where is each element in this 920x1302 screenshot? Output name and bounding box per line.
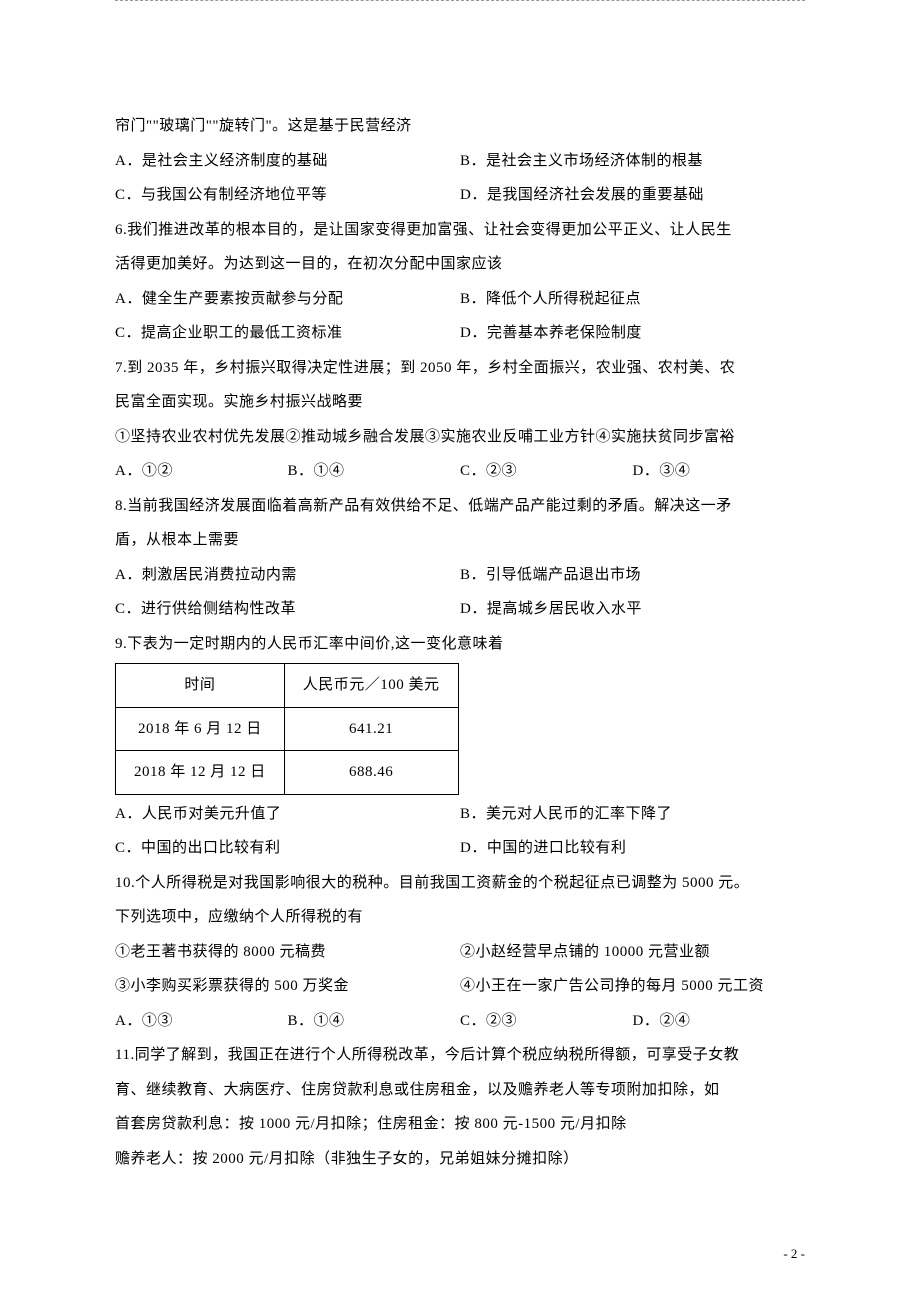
document-body: 帘门""玻璃门""旋转门"。这是基于民营经济 A．是社会主义经济制度的基础 B．…	[0, 29, 920, 1176]
q10-stem1: 10.个人所得税是对我国影响很大的税种。目前我国工资薪金的个税起征点已调整为 5…	[115, 866, 805, 901]
q8-row2: C．进行供给侧结构性改革 D．提高城乡居民收入水平	[115, 592, 805, 627]
q5-opt-b: B．是社会主义市场经济体制的根基	[460, 144, 805, 179]
q10-opts: A．①③ B．①④ C．②③ D．②④	[115, 1004, 805, 1039]
q8-opt-d: D．提高城乡居民收入水平	[460, 592, 805, 627]
q8-stem2: 盾，从根本上需要	[115, 523, 805, 558]
q10-opt-d: D．②④	[633, 1004, 806, 1039]
q6-row1: A．健全生产要素按贡献参与分配 B．降低个人所得税起征点	[115, 282, 805, 317]
q5-row2: C．与我国公有制经济地位平等 D．是我国经济社会发展的重要基础	[115, 178, 805, 213]
q8-opt-c: C．进行供给侧结构性改革	[115, 592, 460, 627]
table-r1c2: 641.21	[284, 707, 458, 751]
q5-opt-c: C．与我国公有制经济地位平等	[115, 178, 460, 213]
q7-stem1: 7.到 2035 年，乡村振兴取得决定性进展；到 2050 年，乡村全面振兴，农…	[115, 351, 805, 386]
q9-opt-d: D．中国的进口比较有利	[460, 831, 805, 866]
q7-opt-d: D．③④	[633, 454, 806, 489]
q9-row2: C．中国的出口比较有利 D．中国的进口比较有利	[115, 831, 805, 866]
q6-stem2: 活得更加美好。为达到这一目的，在初次分配中国家应该	[115, 247, 805, 282]
q10-s2: ②小赵经营早点铺的 10000 元营业额	[460, 935, 805, 970]
q9-opt-c: C．中国的出口比较有利	[115, 831, 460, 866]
q6-opt-a: A．健全生产要素按贡献参与分配	[115, 282, 460, 317]
q8-stem1: 8.当前我国经济发展面临着高新产品有效供给不足、低端产品产能过剩的矛盾。解决这一…	[115, 489, 805, 524]
q7-opt-b: B．①④	[288, 454, 461, 489]
q10-opt-b: B．①④	[288, 1004, 461, 1039]
q10-opt-a: A．①③	[115, 1004, 288, 1039]
page-number: - 2 -	[783, 1246, 805, 1262]
q7-stem2: 民富全面实现。实施乡村振兴战略要	[115, 385, 805, 420]
q7-stem3: ①坚持农业农村优先发展②推动城乡融合发展③实施农业反哺工业方针④实施扶贫同步富裕	[115, 420, 805, 455]
q10-srow1: ①老王著书获得的 8000 元稿费 ②小赵经营早点铺的 10000 元营业额	[115, 935, 805, 970]
q10-s3: ③小李购买彩票获得的 500 万奖金	[115, 969, 460, 1004]
top-divider	[115, 0, 805, 1]
exchange-rate-table: 时间 人民币元／100 美元 2018 年 6 月 12 日 641.21 20…	[115, 663, 459, 795]
q6-opt-d: D．完善基本养老保险制度	[460, 316, 805, 351]
table-h2: 人民币元／100 美元	[284, 664, 458, 708]
q11-stem2: 育、继续教育、大病医疗、住房贷款利息或住房租金，以及赡养老人等专项附加扣除，如	[115, 1073, 805, 1108]
table-h1: 时间	[116, 664, 285, 708]
q8-opt-b: B．引导低端产品退出市场	[460, 558, 805, 593]
q6-row2: C．提高企业职工的最低工资标准 D．完善基本养老保险制度	[115, 316, 805, 351]
q11-stem3: 首套房贷款利息：按 1000 元/月扣除；住房租金：按 800 元-1500 元…	[115, 1107, 805, 1142]
q10-stem2: 下列选项中，应缴纳个人所得税的有	[115, 900, 805, 935]
table-r2c2: 688.46	[284, 751, 458, 795]
q6-opt-b: B．降低个人所得税起征点	[460, 282, 805, 317]
q10-opt-c: C．②③	[460, 1004, 633, 1039]
q11-stem4: 赡养老人：按 2000 元/月扣除（非独生子女的，兄弟姐妹分摊扣除）	[115, 1142, 805, 1177]
q6-opt-c: C．提高企业职工的最低工资标准	[115, 316, 460, 351]
q9-opt-a: A．人民币对美元升值了	[115, 797, 460, 832]
q10-s1: ①老王著书获得的 8000 元稿费	[115, 935, 460, 970]
q9-row1: A．人民币对美元升值了 B．美元对人民币的汇率下降了	[115, 797, 805, 832]
q9-stem: 9.下表为一定时期内的人民币汇率中间价,这一变化意味着	[115, 627, 805, 662]
table-r1c1: 2018 年 6 月 12 日	[116, 707, 285, 751]
table-r2c1: 2018 年 12 月 12 日	[116, 751, 285, 795]
q10-s4: ④小王在一家广告公司挣的每月 5000 元工资	[460, 969, 805, 1004]
q6-stem1: 6.我们推进改革的根本目的，是让国家变得更加富强、让社会变得更加公平正义、让人民…	[115, 213, 805, 248]
q5-opt-a: A．是社会主义经济制度的基础	[115, 144, 460, 179]
q7-opts: A．①② B．①④ C．②③ D．③④	[115, 454, 805, 489]
intro-line: 帘门""玻璃门""旋转门"。这是基于民营经济	[115, 109, 805, 144]
q7-opt-c: C．②③	[460, 454, 633, 489]
q11-stem1: 11.同学了解到，我国正在进行个人所得税改革，今后计算个税应纳税所得额，可享受子…	[115, 1038, 805, 1073]
q8-opt-a: A．刺激居民消费拉动内需	[115, 558, 460, 593]
q10-srow2: ③小李购买彩票获得的 500 万奖金 ④小王在一家广告公司挣的每月 5000 元…	[115, 969, 805, 1004]
q7-opt-a: A．①②	[115, 454, 288, 489]
q9-opt-b: B．美元对人民币的汇率下降了	[460, 797, 805, 832]
q5-opt-d: D．是我国经济社会发展的重要基础	[460, 178, 805, 213]
q5-row1: A．是社会主义经济制度的基础 B．是社会主义市场经济体制的根基	[115, 144, 805, 179]
q8-row1: A．刺激居民消费拉动内需 B．引导低端产品退出市场	[115, 558, 805, 593]
